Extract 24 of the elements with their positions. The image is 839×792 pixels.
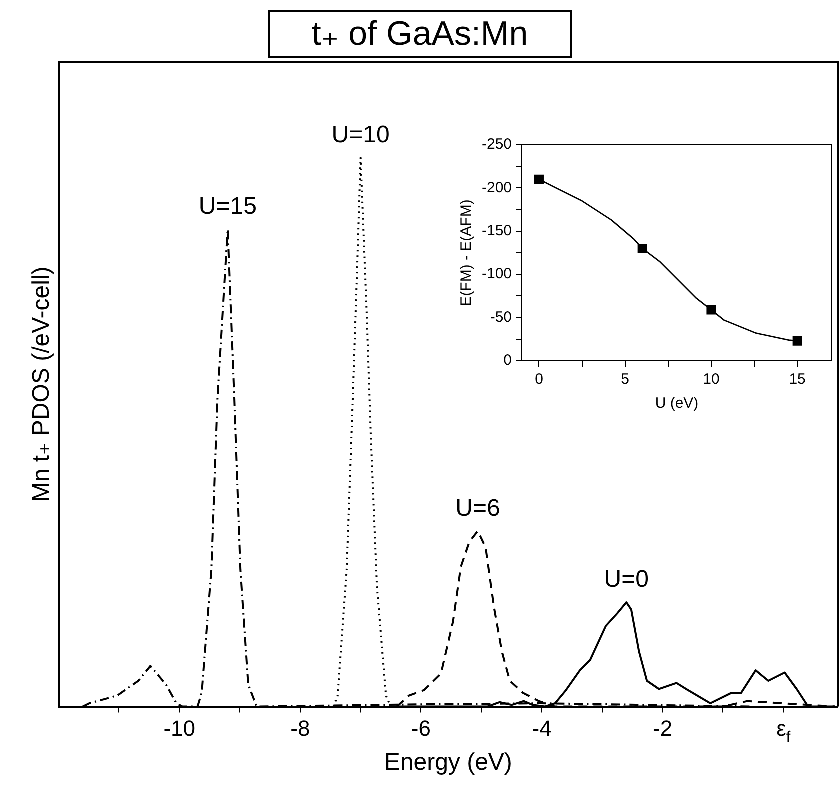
series-label: U=6 — [456, 494, 500, 522]
y-tick-label: -150 — [482, 222, 512, 240]
x-axis-title: Energy (eV) — [384, 749, 512, 776]
x-tick-label: 5 — [621, 371, 630, 388]
series-label: U=15 — [198, 193, 257, 220]
x-tick-label: -8 — [290, 716, 310, 742]
y-axis-title: E(FM) - E(AFM) — [458, 200, 476, 306]
x-tick-label: -4 — [532, 716, 552, 742]
x-tick-label: -10 — [164, 716, 196, 742]
series-label: U=10 — [332, 122, 390, 149]
x-tick-label: 10 — [703, 371, 720, 388]
x-tick-label: -2 — [653, 716, 673, 742]
x-axis-title: U (eV) — [655, 395, 699, 412]
chart-title: t₊ of GaAs:Mn — [268, 10, 572, 58]
y-tick-label: -100 — [482, 266, 512, 283]
y-axis-title: Mn t₊ PDOS (/eV-cell) — [28, 266, 56, 502]
x-tick-label: 15 — [789, 371, 806, 388]
y-tick-label: -250 — [482, 136, 512, 154]
x-tick-label: -6 — [411, 716, 431, 742]
y-tick-label: 0 — [504, 352, 512, 370]
series-label: U=0 — [604, 566, 649, 594]
y-tick-label: -50 — [490, 308, 512, 326]
x-tick-label: 0 — [535, 371, 544, 388]
y-tick-label: -200 — [482, 179, 512, 196]
